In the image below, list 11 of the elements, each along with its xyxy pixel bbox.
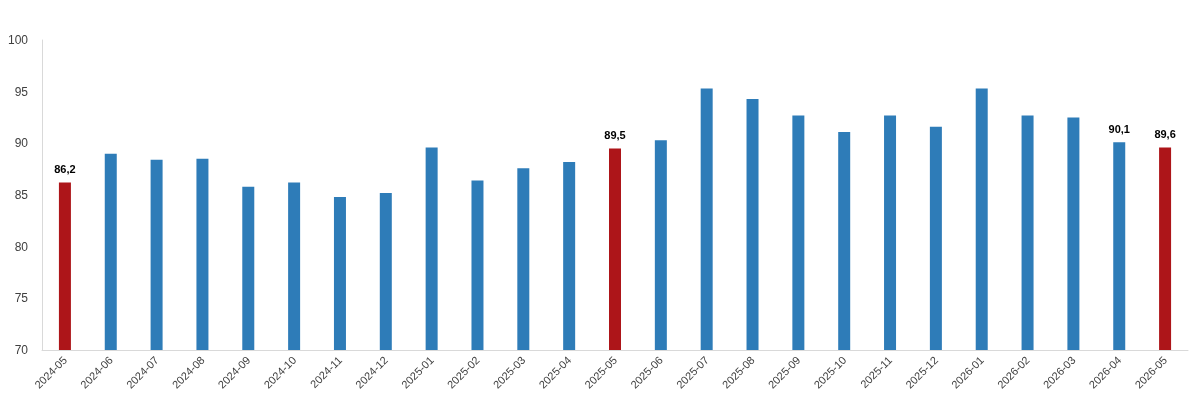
data-label: 90,1 xyxy=(1108,122,1130,135)
y-tick-label: 70 xyxy=(14,343,29,357)
y-tick-label: 95 xyxy=(14,84,29,99)
data-label: 89,6 xyxy=(1154,127,1176,140)
y-tick-label: 100 xyxy=(7,33,29,47)
y-tick-label: 75 xyxy=(14,291,29,306)
data-label: 86,2 xyxy=(54,163,76,176)
y-tick-label: 80 xyxy=(14,239,29,254)
data-label: 89,5 xyxy=(604,129,626,141)
y-tick-label: 90 xyxy=(14,136,29,151)
y-tick-label: 85 xyxy=(14,188,29,202)
